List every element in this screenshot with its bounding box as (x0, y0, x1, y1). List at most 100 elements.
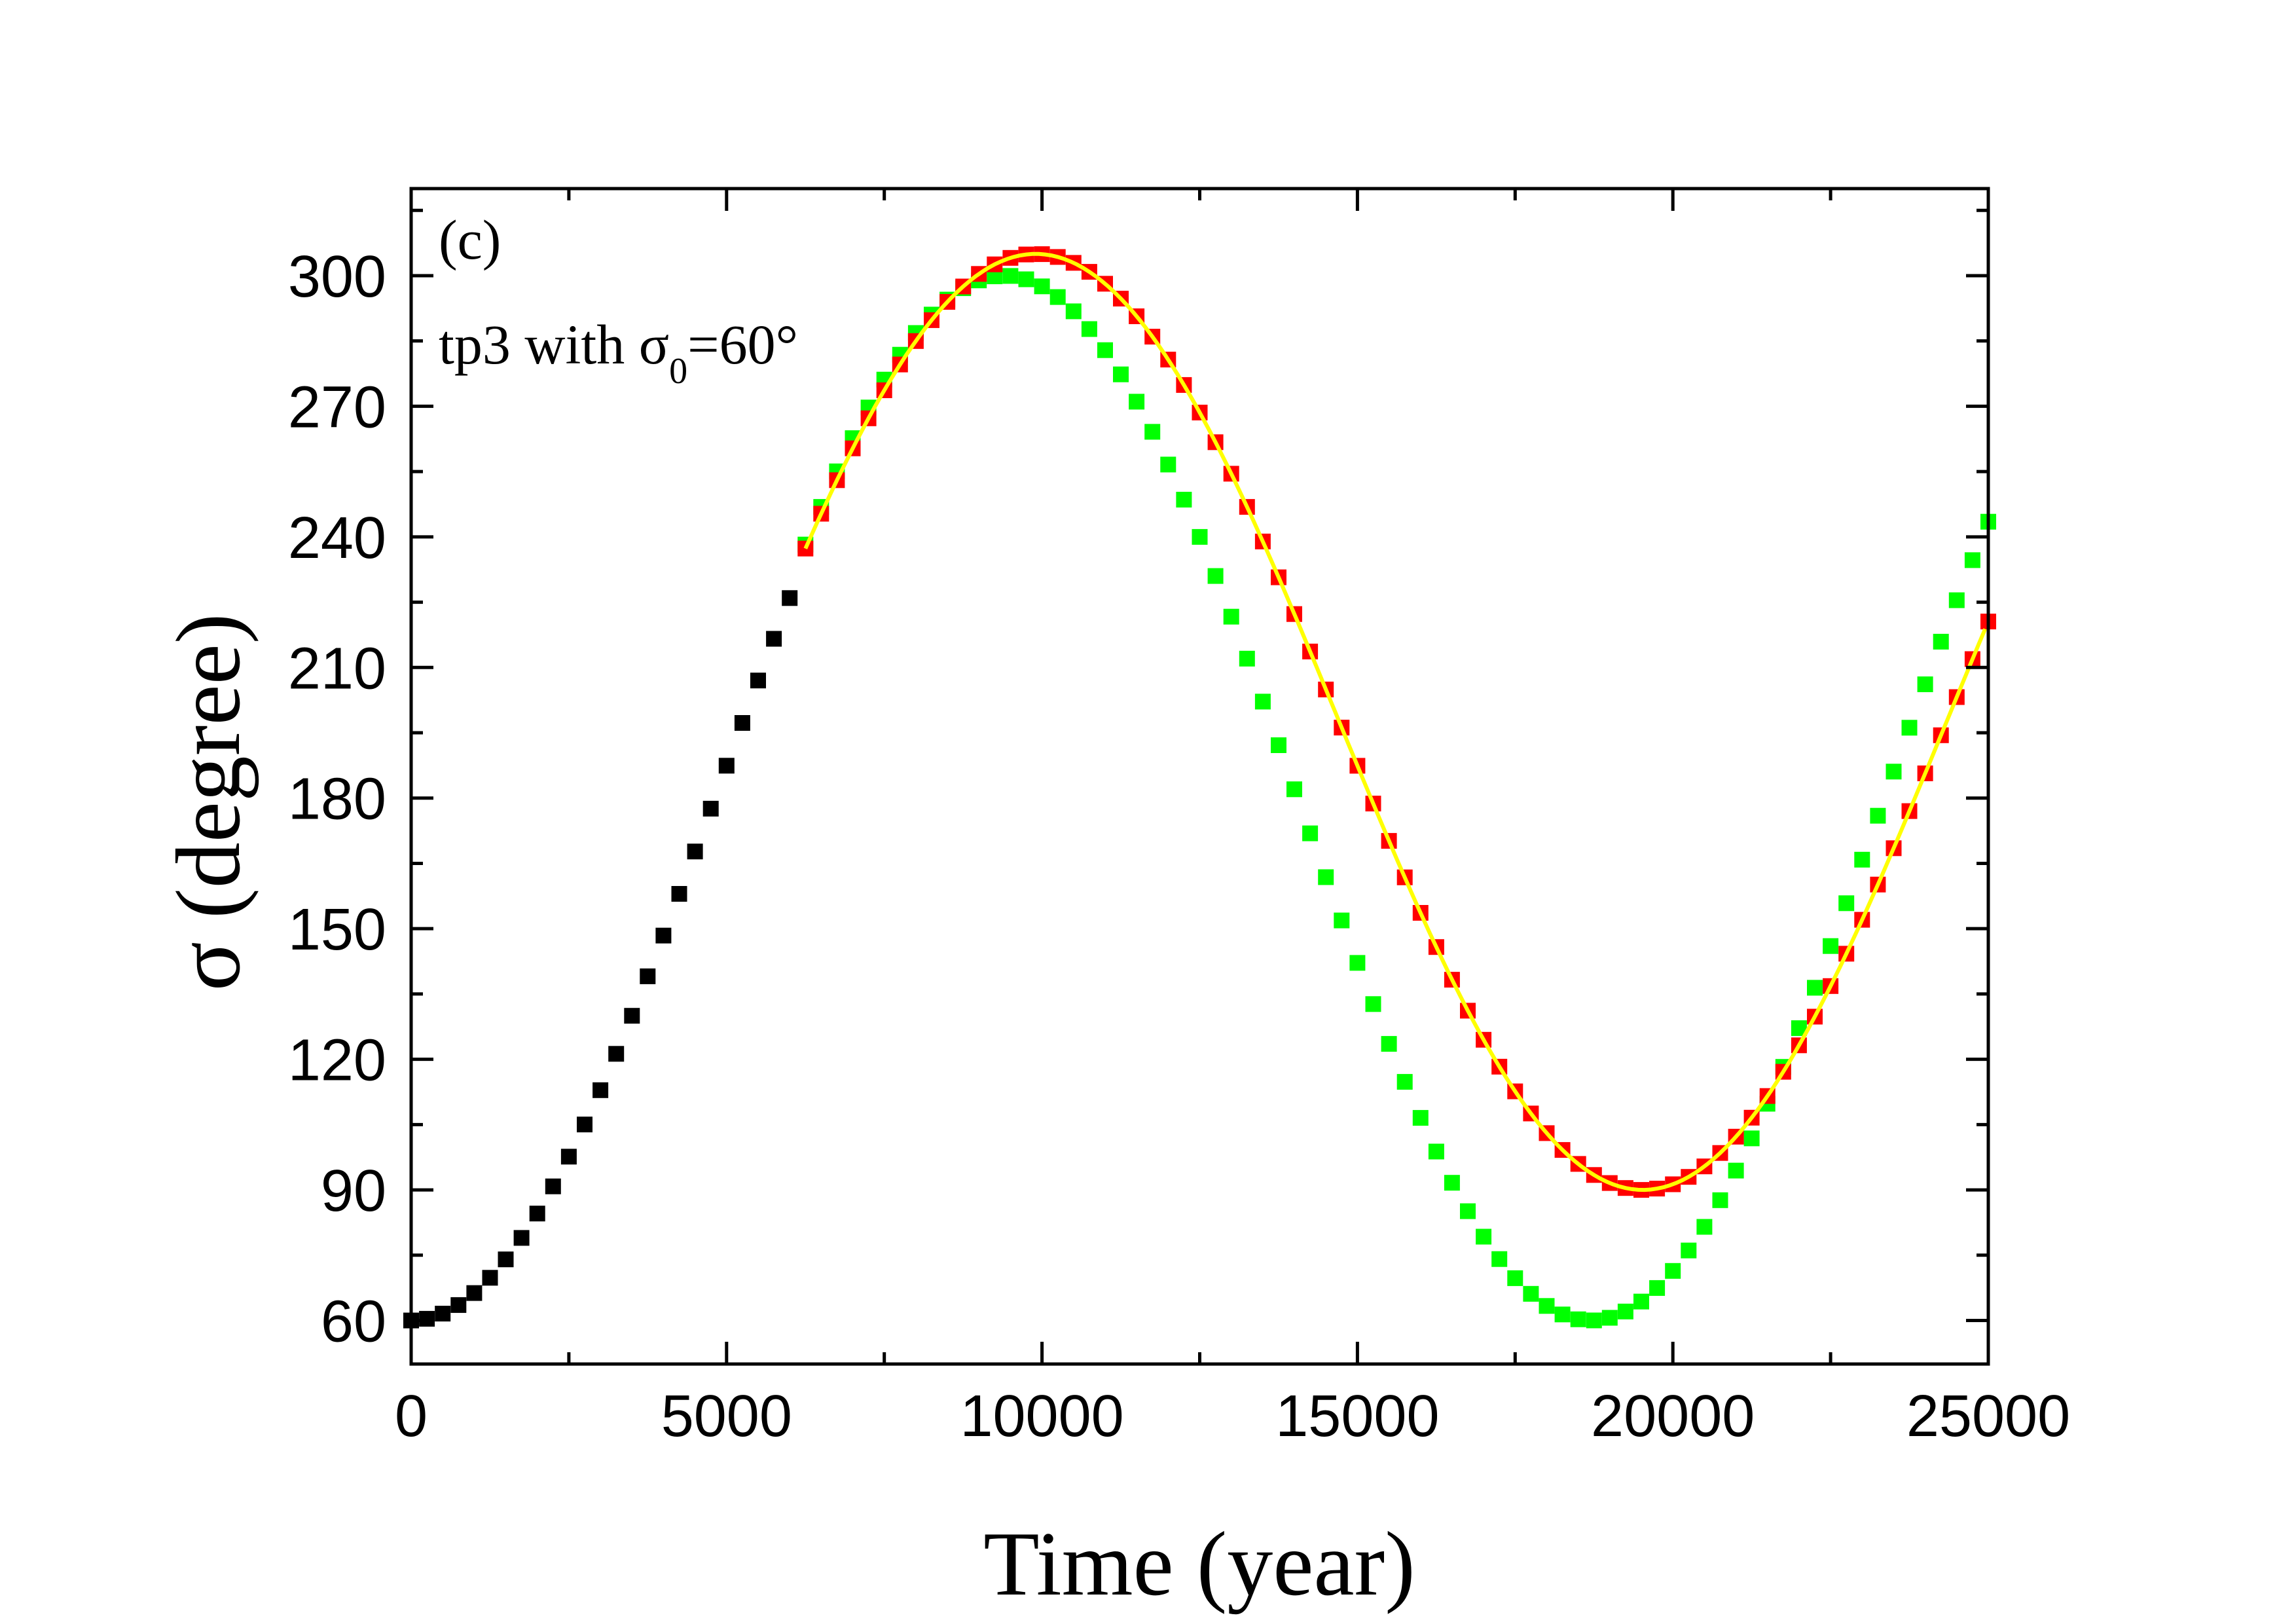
point-green (1743, 1130, 1760, 1147)
y-tick-label: 210 (288, 636, 386, 701)
y-axis-title: σ (degree) (158, 614, 259, 991)
y-tick-label: 270 (288, 375, 386, 440)
point-early (640, 968, 656, 984)
point-green (1381, 1036, 1397, 1052)
point-early (545, 1178, 561, 1194)
x-tick-label: 10000 (960, 1384, 1123, 1449)
point-green (1049, 289, 1066, 305)
point-green (1428, 1143, 1444, 1160)
point-green (1665, 1263, 1681, 1279)
point-green (1491, 1251, 1508, 1267)
point-green (1129, 394, 1145, 410)
point-green (1570, 1311, 1586, 1327)
point-green (1239, 650, 1255, 667)
point-early (577, 1116, 592, 1133)
point-early (466, 1285, 483, 1301)
point-green (1696, 1219, 1713, 1235)
annotation-subscript: 0 (669, 351, 687, 392)
point-early (718, 758, 735, 774)
point-green (1412, 1110, 1429, 1126)
point-green (1854, 851, 1870, 868)
point-green (1318, 869, 1334, 885)
point-early (655, 927, 672, 944)
point-green (1823, 938, 1839, 954)
point-green (1838, 895, 1855, 912)
point-green (1097, 342, 1113, 358)
y-tick-label: 120 (288, 1028, 386, 1094)
point-green (1286, 781, 1302, 798)
series-early (403, 590, 798, 1329)
point-early (482, 1270, 498, 1286)
point-green (1964, 552, 1980, 568)
annotation-suffix: =60° (687, 313, 798, 376)
x-tick-label: 5000 (661, 1384, 792, 1449)
point-green (1002, 268, 1019, 284)
point-green (1271, 737, 1286, 753)
panel-label: (c) (439, 208, 501, 271)
point-green (1633, 1293, 1649, 1310)
point-green (1886, 764, 1902, 780)
point-green (1601, 1310, 1618, 1326)
series-fit (803, 251, 1987, 1192)
point-green (1396, 1074, 1413, 1090)
point-green (1223, 608, 1239, 625)
point-green (1554, 1306, 1571, 1323)
point-green (1948, 592, 1965, 608)
point-early (592, 1082, 609, 1098)
point-early (766, 631, 782, 647)
point-early (513, 1230, 530, 1246)
tick-labels: 0 5000 10000 15000 20000 25000 60 90 120 150 180 21… (288, 244, 2070, 1449)
x-tick-label: 20000 (1591, 1384, 1755, 1449)
point-green (1065, 303, 1082, 320)
y-tick-label: 150 (288, 897, 386, 963)
point-green (1728, 1162, 1744, 1179)
point-green (1933, 633, 1949, 650)
x-axis-title: Time (year) (983, 1513, 1415, 1615)
y-tick-label: 300 (288, 244, 386, 310)
y-tick-label: 90 (321, 1158, 386, 1224)
point-green (1176, 492, 1192, 507)
point-green (1144, 424, 1161, 440)
point-green (1586, 1312, 1602, 1329)
point-early (624, 1008, 640, 1024)
point-green (1192, 528, 1208, 545)
point-green (1681, 1242, 1697, 1259)
point-early (671, 886, 687, 902)
point-green (1523, 1285, 1539, 1302)
point-green (1649, 1280, 1666, 1296)
point-green (1917, 676, 1933, 692)
x-tick-label: 15000 (1275, 1384, 1439, 1449)
point-green (1207, 568, 1224, 584)
annotation: tp3 with σ0=60° (439, 313, 798, 392)
point-green (1617, 1303, 1633, 1320)
point-early (419, 1310, 435, 1327)
point-green (1302, 825, 1319, 841)
data-marks (403, 246, 1996, 1329)
point-green (1334, 912, 1350, 929)
point-green (1444, 1175, 1460, 1191)
point-green (1507, 1270, 1523, 1286)
point-green (1460, 1203, 1476, 1219)
point-green (1870, 807, 1886, 824)
point-green (1160, 456, 1176, 473)
annotation-prefix: tp3 with σ (439, 313, 669, 376)
point-green (1901, 720, 1918, 736)
point-early (608, 1046, 625, 1062)
point-green (1113, 366, 1129, 382)
y-tick-label: 60 (321, 1289, 386, 1355)
point-early (450, 1297, 467, 1313)
point-early (702, 800, 719, 817)
point-early (734, 715, 750, 731)
point-green (1349, 955, 1366, 971)
x-tick-label: 25000 (1906, 1384, 2070, 1449)
series-fit-line (803, 251, 1987, 1192)
series-green (797, 268, 1996, 1329)
plot-frame (409, 187, 1990, 1366)
y-tick-label: 240 (288, 506, 386, 571)
point-green (1081, 321, 1097, 337)
x-tick-label: 0 (395, 1384, 428, 1449)
point-green (1254, 693, 1271, 710)
point-early (498, 1251, 514, 1268)
point-early (435, 1306, 451, 1321)
